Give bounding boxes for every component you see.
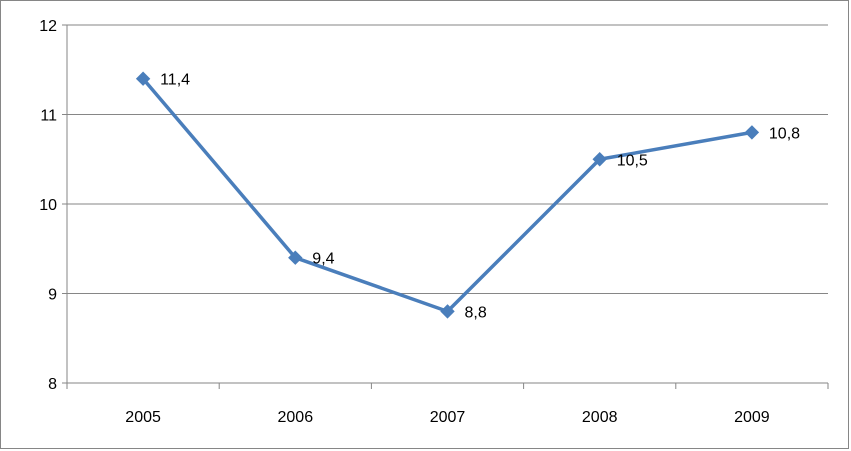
gridlines	[67, 24, 828, 294]
data-point-2005	[135, 71, 151, 86]
data-point-2008	[592, 152, 607, 167]
x-tick-label-2006: 2006	[278, 409, 314, 426]
x-tick-label-2009: 2009	[734, 409, 770, 426]
data-label-2005: 11,4	[160, 72, 190, 89]
data-label-2009: 10,8	[769, 125, 800, 142]
x-tick-label-2008: 2008	[582, 409, 618, 426]
data-label-2007: 8,8	[465, 304, 487, 321]
x-tick-label-2005: 2005	[125, 409, 161, 426]
y-tick-labels: 8 9 10 11 12	[39, 18, 57, 393]
data-label-2006: 9,4	[312, 251, 334, 268]
axes	[62, 24, 829, 389]
series-layer: 11,4 9,4 8,8 10,5 10,8	[135, 71, 800, 321]
y-tick-label: 10	[39, 197, 57, 214]
y-tick-label: 11	[40, 108, 57, 125]
series-line	[141, 76, 754, 314]
x-tick-label-2007: 2007	[430, 409, 466, 426]
y-tick-label: 9	[48, 287, 57, 304]
x-tick-labels: 2005 2006 2007 2008 2009	[125, 409, 769, 426]
data-point-2007	[440, 304, 455, 319]
y-tick-label: 8	[48, 376, 57, 393]
data-point-2009	[744, 125, 760, 140]
data-label-2008: 10,5	[617, 152, 648, 169]
y-tick-label: 12	[39, 18, 57, 35]
data-point-2006	[288, 250, 303, 265]
